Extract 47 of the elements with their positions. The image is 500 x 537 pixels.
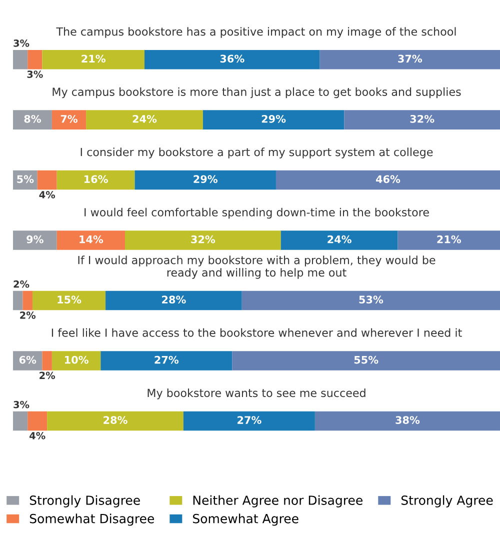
data-label: 24% [328, 235, 352, 244]
data-label: 2% [40, 372, 56, 380]
data-label: 14% [80, 235, 104, 244]
data-label: 9% [26, 235, 44, 244]
y-tick-label: The campus bookstore has a positive impact on my image of the school [56, 27, 456, 38]
data-label: 29% [194, 175, 218, 184]
data-label: 16% [84, 175, 108, 184]
legend-label: Strongly Agree [401, 495, 493, 508]
y-tick-label: I feel like I have access to the bookstore whenever and wherever I need it [52, 328, 462, 337]
y-tick-label: If I would approach my bookstore with a problem, they would be ready and willing to help me out [78, 256, 436, 279]
data-label: 28% [162, 296, 186, 304]
data-label: 10% [65, 356, 88, 364]
data-label: 38% [396, 416, 420, 424]
data-label: 3% [14, 40, 30, 47]
data-label: 3% [14, 400, 30, 408]
data-label: 4% [30, 432, 46, 440]
data-label: 27% [238, 416, 262, 424]
legend-label: Strongly Disagree [30, 495, 140, 508]
data-label: 7% [60, 114, 78, 123]
y-tick-label: I would feel comfortable spending down-time in the bookstore [84, 208, 429, 219]
legend-label: Somewhat Agree [192, 514, 298, 526]
data-label: 29% [262, 114, 286, 123]
data-label: 32% [410, 114, 434, 123]
legend-label: Somewhat Disagree [30, 514, 154, 526]
data-label: 28% [104, 416, 128, 424]
data-label: 53% [359, 296, 384, 304]
y-tick-label: My bookstore wants to see me succeed [148, 388, 366, 400]
data-label: 8% [24, 114, 41, 123]
data-label: 21% [82, 54, 106, 63]
data-label: 21% [437, 235, 461, 244]
data-label: 27% [154, 356, 179, 364]
y-tick-label: My campus bookstore is more than just a place to get books and supplies [52, 87, 461, 98]
data-label: 36% [220, 54, 244, 63]
data-label: 6% [19, 356, 36, 364]
data-label: 2% [20, 312, 36, 319]
data-label: 4% [39, 191, 56, 198]
data-label: 24% [132, 114, 157, 123]
data-label: 5% [17, 175, 34, 184]
y-tick-label: I consider my bookstore a part of my support system at college [80, 148, 433, 158]
data-label: 3% [27, 70, 43, 78]
data-label: 37% [398, 54, 422, 63]
legend-label: Neither Agree nor Disagree [193, 495, 362, 508]
data-label: 15% [58, 296, 82, 304]
data-label: 46% [376, 175, 400, 184]
data-label: 32% [191, 235, 216, 244]
data-label: 2% [14, 280, 30, 288]
data-label: 55% [354, 356, 378, 364]
